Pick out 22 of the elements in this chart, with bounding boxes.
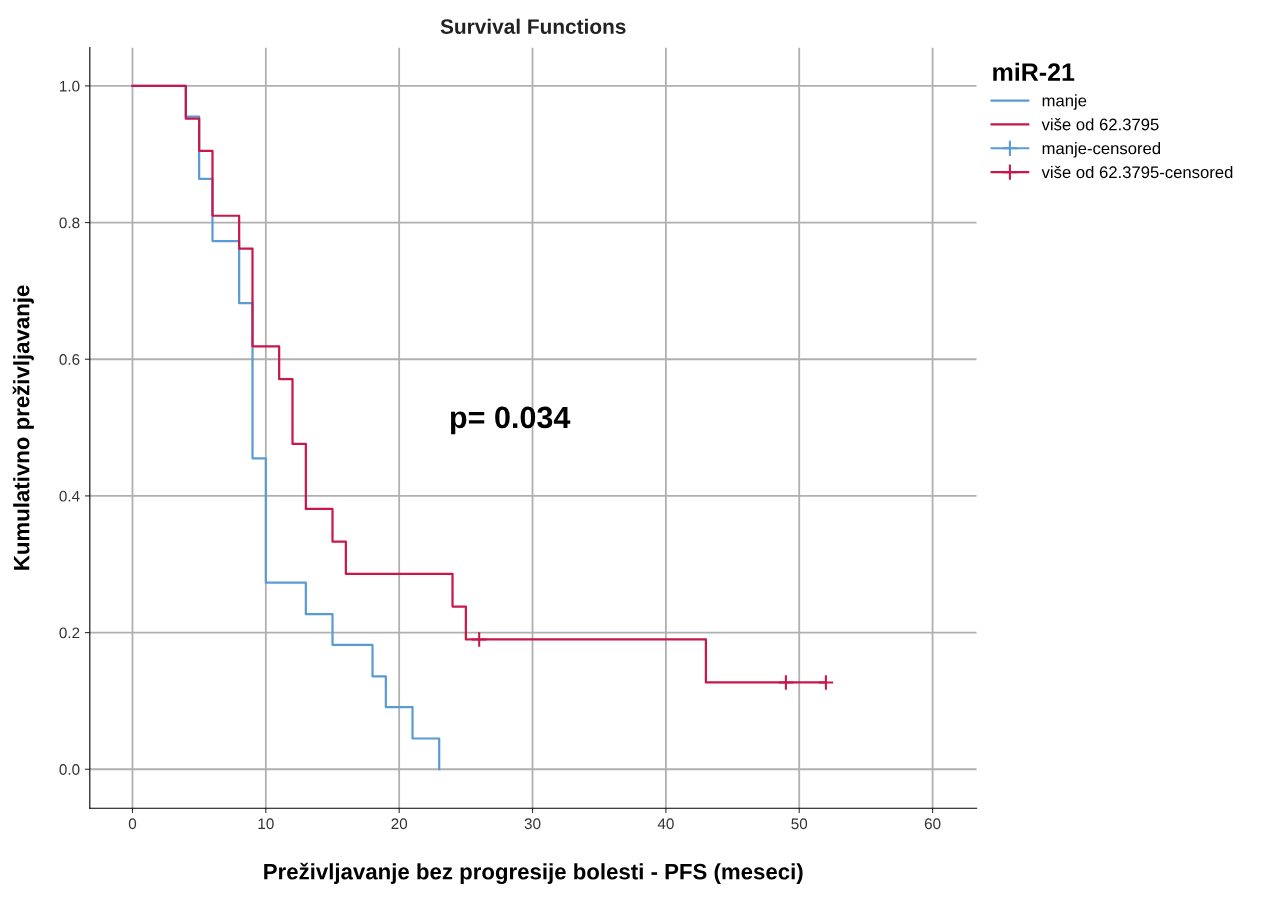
y-tick-label: 0.8 bbox=[59, 217, 80, 229]
x-tick-label: 10 bbox=[258, 818, 274, 830]
x-tick-label: 0 bbox=[128, 818, 137, 830]
x-tick-label: 50 bbox=[791, 818, 808, 830]
legend-label: više od 62.3795-censored bbox=[1041, 165, 1233, 179]
y-tick-label: 1.0 bbox=[60, 80, 80, 92]
legend-title: miR-21 bbox=[993, 62, 1075, 81]
y-tick-label: 0.2 bbox=[59, 627, 80, 639]
legend-label: više od 62.3795 bbox=[1041, 118, 1159, 131]
y-tick-label: 0.4 bbox=[59, 490, 80, 502]
annotation: p= 0.034 bbox=[450, 406, 571, 435]
legend-label: manje bbox=[1042, 94, 1087, 110]
chart-title: Survival Functions bbox=[440, 18, 626, 34]
y-axis-title: Kumulativno preživljavanje bbox=[12, 285, 34, 570]
x-axis-title: Preživljavanje bez progresije bolesti - PFS (meseci) bbox=[264, 862, 803, 885]
x-tick-label: 40 bbox=[657, 818, 674, 830]
x-tick-label: 20 bbox=[391, 818, 408, 830]
y-tick-label: 0.6 bbox=[59, 354, 80, 365]
x-tick-label: 30 bbox=[524, 818, 541, 830]
legend-label: manje-censored bbox=[1042, 142, 1161, 158]
y-tick-label: 0.0 bbox=[59, 764, 80, 775]
x-tick-label: 60 bbox=[924, 818, 941, 830]
